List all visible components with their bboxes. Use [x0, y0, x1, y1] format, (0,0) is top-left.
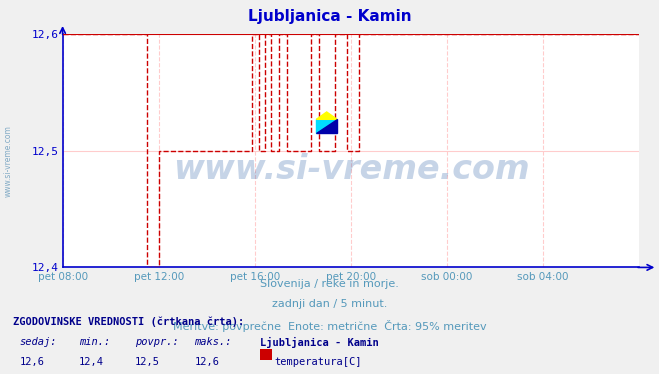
Text: 12,6: 12,6 — [194, 357, 219, 367]
Text: Meritve: povprečne  Enote: metrične  Črta: 95% meritev: Meritve: povprečne Enote: metrične Črta:… — [173, 320, 486, 332]
Text: 12,6: 12,6 — [20, 357, 45, 367]
Polygon shape — [316, 119, 337, 133]
Text: zadnji dan / 5 minut.: zadnji dan / 5 minut. — [272, 299, 387, 309]
Text: min.:: min.: — [79, 337, 110, 347]
Text: povpr.:: povpr.: — [135, 337, 179, 347]
Text: 12,4: 12,4 — [79, 357, 104, 367]
Text: Ljubljanica - Kamin: Ljubljanica - Kamin — [248, 9, 411, 24]
Text: sedaj:: sedaj: — [20, 337, 57, 347]
Text: Ljubljanica - Kamin: Ljubljanica - Kamin — [260, 337, 379, 347]
Text: www.si-vreme.com: www.si-vreme.com — [3, 125, 13, 197]
Text: maks.:: maks.: — [194, 337, 232, 347]
Polygon shape — [316, 112, 337, 119]
Text: Slovenija / reke in morje.: Slovenija / reke in morje. — [260, 279, 399, 289]
Text: www.si-vreme.com: www.si-vreme.com — [173, 153, 529, 186]
Text: ZGODOVINSKE VREDNOSTI (črtkana črta):: ZGODOVINSKE VREDNOSTI (črtkana črta): — [13, 316, 244, 327]
Text: 12,5: 12,5 — [135, 357, 160, 367]
Text: temperatura[C]: temperatura[C] — [275, 357, 362, 367]
Polygon shape — [316, 119, 337, 133]
